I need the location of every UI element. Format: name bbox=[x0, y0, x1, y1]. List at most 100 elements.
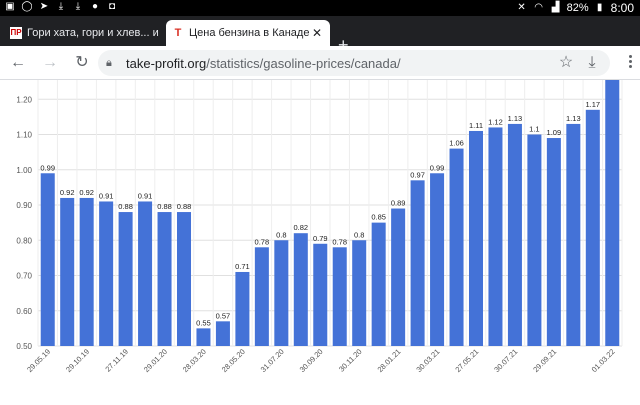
bar-value-label: 0.78 bbox=[255, 237, 270, 246]
x-tick-label: 30.09.20 bbox=[298, 347, 325, 374]
bar bbox=[391, 208, 406, 346]
bar-value-label: 0.8 bbox=[354, 230, 364, 239]
bar bbox=[313, 243, 328, 346]
bar bbox=[235, 271, 250, 346]
system-icons: ✕ ◠ ▟ 82% ▮ 8:00 bbox=[516, 1, 634, 15]
x-tick-label: 29.01.20 bbox=[142, 347, 169, 374]
bar bbox=[40, 173, 55, 346]
bar-value-label: 0.88 bbox=[177, 202, 192, 211]
bar bbox=[546, 138, 561, 346]
battery-icon: ▮ bbox=[596, 2, 603, 13]
bar bbox=[157, 212, 172, 346]
photo-icon: ▣ bbox=[5, 1, 15, 12]
reload-icon[interactable]: ↻ bbox=[75, 54, 89, 71]
x-tick-label: 30.03.21 bbox=[414, 347, 441, 374]
bar bbox=[605, 74, 620, 346]
bar-value-label: 0.89 bbox=[391, 199, 406, 208]
clock: 8:00 bbox=[610, 1, 634, 15]
x-tick-label: 29.05.19 bbox=[25, 347, 52, 374]
x-tick-label: 27.11.19 bbox=[103, 347, 130, 374]
bar-value-label: 1.13 bbox=[566, 114, 581, 123]
bar-value-label: 0.91 bbox=[99, 191, 114, 200]
bar bbox=[79, 197, 94, 346]
mute-icon: ✕ bbox=[517, 2, 526, 13]
bar bbox=[507, 123, 522, 346]
y-tick-label: 0.90 bbox=[16, 201, 32, 210]
bar bbox=[468, 130, 484, 346]
bar-value-label: 0.97 bbox=[410, 170, 425, 179]
y-tick-label: 0.60 bbox=[16, 307, 32, 316]
bar bbox=[293, 233, 308, 346]
bar bbox=[60, 197, 75, 346]
bar-value-label: 1.17 bbox=[585, 100, 600, 109]
x-tick-label: 30.11.20 bbox=[337, 347, 364, 374]
y-tick-label: 0.50 bbox=[16, 342, 32, 351]
bar-value-label: 0.92 bbox=[60, 188, 75, 197]
close-tab-icon[interactable]: ✕ bbox=[311, 26, 323, 40]
whatsapp-icon: ◯ bbox=[21, 1, 33, 12]
bar bbox=[585, 109, 600, 346]
bar bbox=[99, 201, 114, 346]
y-tick-label: 1.10 bbox=[16, 131, 32, 140]
x-tick-label: 28.01.21 bbox=[376, 347, 403, 374]
x-tick-label: 30.07.21 bbox=[492, 347, 519, 374]
bar bbox=[274, 240, 289, 346]
tab-title: Цена бензина в Канаде 20 bbox=[189, 27, 310, 39]
bar-value-label: 1.09 bbox=[547, 128, 562, 137]
gasoline-price-chart: 0.50 0.60 0.70 0.80 0.90 1.00 1.10 1.20 0.99 0.92… bbox=[16, 65, 623, 374]
url-host: take-profit.org bbox=[126, 55, 207, 71]
x-tick-label: 27.05.21 bbox=[453, 347, 480, 374]
bar-value-label: 0.79 bbox=[313, 234, 328, 243]
x-tick-label: 28.05.20 bbox=[220, 347, 247, 374]
bar-value-label: 0.91 bbox=[138, 191, 153, 200]
bar-value-label: 0.55 bbox=[196, 318, 211, 327]
signal-icon: ▟ bbox=[551, 2, 560, 13]
bookmark-star-icon[interactable]: ☆ bbox=[558, 54, 574, 71]
page-content: 0.50 0.60 0.70 0.80 0.90 1.00 1.10 1.20 0.99 0.92… bbox=[0, 65, 640, 400]
bar bbox=[449, 148, 464, 346]
bar-value-label: 1.1 bbox=[529, 125, 539, 134]
bar-value-label: 1.11 bbox=[469, 121, 483, 130]
bar bbox=[196, 328, 211, 346]
x-tick-label: 28.03.20 bbox=[181, 347, 208, 374]
x-tick-label: 01.03.22 bbox=[590, 347, 617, 374]
url-path: /statistics/gasoline-prices/canada/ bbox=[206, 55, 401, 71]
bar-value-label: 0.78 bbox=[332, 237, 347, 246]
bar bbox=[566, 123, 581, 346]
bar-value-label: 0.85 bbox=[371, 213, 386, 222]
bar-value-label: 0.71 bbox=[235, 262, 250, 271]
x-tick-label: 29.09.21 bbox=[531, 347, 558, 374]
notification-icons: ▣ ◯ ➤ ⤓ ⤓ ● ◘ bbox=[4, 1, 118, 13]
tab-news[interactable]: ПР Гори хата, гори и хлев... ил bbox=[4, 20, 164, 46]
bar bbox=[488, 127, 503, 346]
bar-value-label: 0.82 bbox=[293, 223, 308, 232]
bar-value-label: 0.99 bbox=[430, 163, 445, 172]
y-tick-label: 1.20 bbox=[16, 95, 32, 104]
bar bbox=[527, 134, 542, 346]
forward-arrow-icon[interactable]: → bbox=[42, 54, 58, 71]
bar-value-label: 1.06 bbox=[449, 139, 464, 148]
instagram-icon: ◘ bbox=[108, 1, 116, 12]
telegram-icon: ➤ bbox=[39, 1, 49, 12]
bar bbox=[430, 173, 445, 346]
bar-value-label: 0.99 bbox=[40, 163, 55, 172]
bar bbox=[332, 247, 347, 346]
bar bbox=[176, 212, 192, 346]
menu-kebab-icon[interactable] bbox=[624, 53, 636, 73]
bar-value-label: 0.92 bbox=[79, 188, 94, 197]
address-bar[interactable]: 🔒︎ take-profit.org /statistics/gasoline-… bbox=[98, 50, 610, 76]
back-arrow-icon[interactable]: ← bbox=[10, 54, 26, 71]
new-tab-button[interactable]: + bbox=[338, 35, 349, 55]
bar-value-label: 1.12 bbox=[488, 117, 503, 126]
bar bbox=[118, 212, 133, 346]
tab-gasoline-prices[interactable]: T Цена бензина в Канаде 20 ✕ bbox=[166, 20, 330, 46]
bar-value-label: 1.13 bbox=[508, 114, 523, 123]
wifi-icon: ◠ bbox=[534, 2, 543, 13]
tab-title: Гори хата, гори и хлев... ил bbox=[27, 27, 158, 39]
bar bbox=[254, 247, 269, 346]
download-page-icon[interactable]: ⤓ bbox=[588, 54, 596, 71]
browser-toolbar: ← → ↻ 🔒︎ take-profit.org /statistics/gas… bbox=[0, 46, 640, 80]
bar-value-label: 0.57 bbox=[216, 311, 231, 320]
tab-strip: ПР Гори хата, гори и хлев... ил T Цена б… bbox=[0, 16, 640, 54]
bar bbox=[371, 222, 386, 346]
